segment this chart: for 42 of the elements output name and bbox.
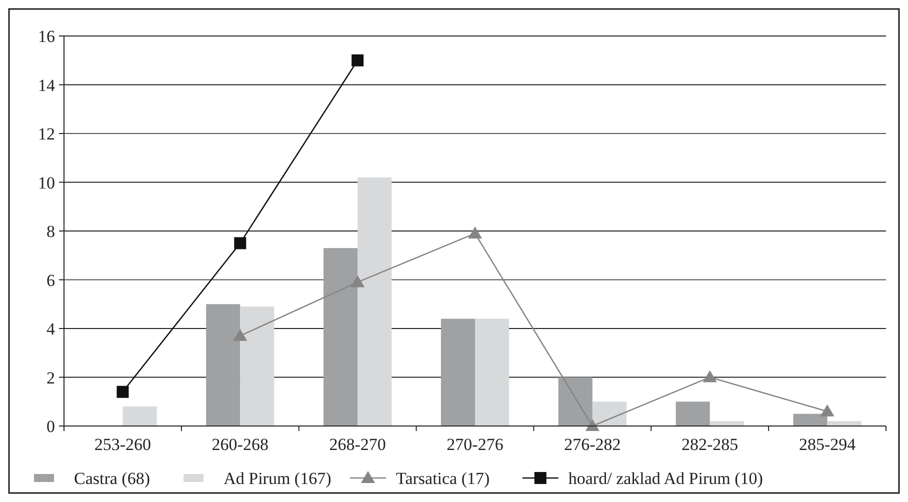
bar: [710, 421, 744, 426]
bar: [592, 402, 626, 426]
point: [820, 404, 834, 416]
point: [585, 419, 600, 431]
legend-label: hoard/ zaklad Ad Pirum (10): [568, 469, 763, 488]
bar: [676, 402, 710, 426]
legend-label: Tarsatica (17): [396, 469, 490, 488]
x-tick-label: 282-285: [682, 435, 738, 454]
y-tick-label: 16: [38, 27, 55, 46]
legend-label: Ad Pirum (167): [224, 469, 332, 488]
y-tick-label: 2: [46, 368, 55, 388]
bar: [206, 304, 240, 426]
x-tick-label: 276-282: [564, 435, 621, 454]
y-tick-label: 6: [46, 270, 55, 290]
point: [234, 237, 246, 250]
x-tick-label: 270-276: [446, 435, 504, 454]
point: [116, 386, 129, 398]
bar: [358, 177, 392, 426]
y-tick-label: 0: [46, 417, 55, 436]
x-tick-label: 253-260: [94, 435, 152, 454]
bar: [827, 421, 862, 426]
bar: [122, 406, 157, 426]
x-tick-label: 260-268: [212, 435, 268, 454]
bar: [558, 377, 592, 426]
bar: [793, 414, 828, 426]
point: [468, 226, 482, 238]
y-tick-label: 10: [38, 173, 55, 192]
bar: [475, 318, 510, 426]
x-tick-label: 268-270: [329, 435, 386, 454]
y-tick-label: 12: [38, 124, 55, 144]
point: [352, 54, 364, 66]
bar: [324, 248, 358, 426]
bar: [240, 306, 274, 426]
legend-label: Castra (68): [74, 469, 150, 488]
point: [233, 328, 248, 341]
bar: [440, 318, 475, 426]
point: [702, 370, 717, 382]
point: [350, 275, 365, 288]
y-tick-label: 8: [46, 222, 55, 241]
y-tick-label: 14: [38, 76, 56, 95]
y-tick-label: 4: [46, 320, 56, 338]
x-tick-label: 285-294: [798, 435, 856, 454]
